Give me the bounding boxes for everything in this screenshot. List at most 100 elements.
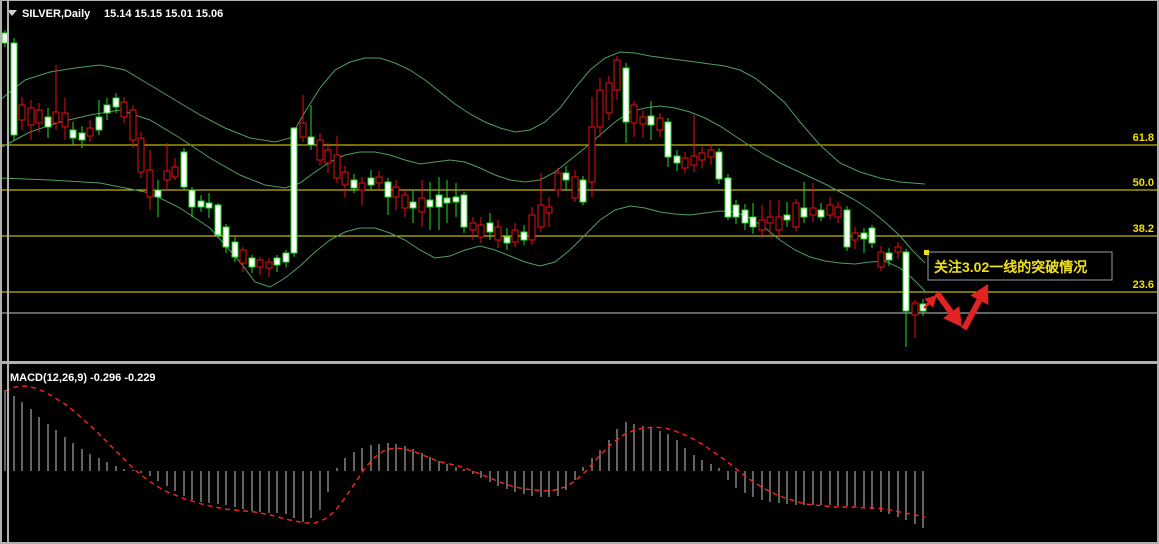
candle-body <box>639 116 647 125</box>
red-arrow-shaft[interactable] <box>934 291 954 314</box>
candle-body <box>307 136 315 146</box>
candle-body <box>486 222 494 233</box>
candle-body <box>707 149 715 158</box>
candle-body <box>452 196 460 203</box>
candle-body <box>401 194 409 209</box>
candle-body <box>868 227 876 244</box>
candle-body <box>435 194 443 208</box>
candle-body <box>239 249 247 264</box>
candle-body <box>18 104 26 121</box>
candle-body <box>299 122 307 138</box>
pane-separator[interactable] <box>0 361 1159 364</box>
candle-body <box>443 197 451 204</box>
candle-body <box>205 202 213 209</box>
candle-body <box>571 176 579 199</box>
candle-body <box>112 97 120 108</box>
candle-body <box>715 151 723 180</box>
candle-body <box>894 246 902 253</box>
candle-body <box>698 152 706 161</box>
candle-body <box>537 204 545 228</box>
annotation-box[interactable] <box>927 251 1113 281</box>
candle-body <box>358 182 366 191</box>
candle-body <box>809 207 817 216</box>
candle-body <box>494 226 502 241</box>
candlestick-series <box>1 30 927 347</box>
fib-label-61.8: 61.8 <box>1133 132 1154 144</box>
candle-body <box>214 204 222 236</box>
candle-body <box>341 171 349 186</box>
candle-body <box>588 126 596 183</box>
candle-body <box>826 204 834 216</box>
candle-body <box>222 226 230 248</box>
candle-body <box>426 199 434 208</box>
candle-body <box>316 139 324 161</box>
frame-top-edge <box>0 0 1159 1</box>
candle-body <box>129 109 137 141</box>
candle-body <box>409 201 417 209</box>
candle-body <box>188 189 196 208</box>
candle-body <box>545 206 553 214</box>
red-arrow-head[interactable] <box>942 306 962 327</box>
candle-body <box>256 259 264 268</box>
candle-body <box>656 117 664 131</box>
candle-body <box>290 127 298 254</box>
candle-body <box>86 127 94 137</box>
candle-body <box>95 116 103 131</box>
candle-body <box>78 132 86 141</box>
candle-body <box>375 176 383 184</box>
bollinger-upper-band <box>0 51 926 185</box>
red-arrow-shaft[interactable] <box>961 298 982 331</box>
candle-body <box>732 204 740 218</box>
bollinger-middle-band <box>0 105 926 264</box>
fib-label-23.6: 23.6 <box>1133 279 1154 291</box>
candle-body <box>146 169 154 198</box>
candle-body <box>554 172 562 191</box>
candle-body <box>120 101 128 118</box>
macd-signal-line <box>4 385 926 524</box>
candle-body <box>350 179 358 189</box>
candle-body <box>647 115 655 126</box>
fib-label-38.2: 38.2 <box>1133 223 1154 235</box>
candle-body <box>273 257 281 266</box>
chart-ohlc-values: 15.14 15.15 15.01 15.06 <box>104 8 223 20</box>
red-arrow-head[interactable] <box>924 295 937 308</box>
candle-body <box>197 200 205 208</box>
red-arrow-shaft[interactable] <box>923 302 930 309</box>
candle-body <box>154 189 162 198</box>
candle-body <box>673 155 681 164</box>
candle-body <box>180 151 188 188</box>
frame-left-inner-edge[interactable] <box>7 0 9 544</box>
arrow-drawings-group[interactable] <box>923 284 989 331</box>
candle-body <box>775 216 783 231</box>
candle-body <box>103 104 111 114</box>
fib-label-50.0: 50.0 <box>1133 177 1154 189</box>
candle-body <box>248 257 256 268</box>
candle-body <box>860 232 868 240</box>
candle-body <box>834 206 842 218</box>
candle-body <box>367 177 375 186</box>
candle-body <box>605 82 613 114</box>
candle-body <box>681 157 689 169</box>
candle-body <box>333 154 341 179</box>
candle-body <box>503 236 511 244</box>
candle-body <box>460 194 468 228</box>
symbol-dropdown-icon[interactable] <box>7 10 17 16</box>
frame-bottom-edge <box>0 542 1159 544</box>
candle-body <box>137 137 145 173</box>
red-arrow-head[interactable] <box>970 284 989 305</box>
annotation-text[interactable]: 关注3.02一线的突破情况 <box>934 259 1087 275</box>
candle-body <box>35 109 43 124</box>
chart-title: SILVER,Daily <box>22 8 91 20</box>
candle-body <box>477 224 485 238</box>
candle-body <box>902 251 910 312</box>
candle-body <box>69 129 77 139</box>
candle-body <box>265 261 273 269</box>
candle-body <box>911 302 919 316</box>
candle-body <box>392 186 400 198</box>
candle-body <box>511 229 519 243</box>
annotation-anchor-dot[interactable] <box>924 250 929 255</box>
candle-body <box>44 116 52 128</box>
candle-body <box>27 107 35 126</box>
